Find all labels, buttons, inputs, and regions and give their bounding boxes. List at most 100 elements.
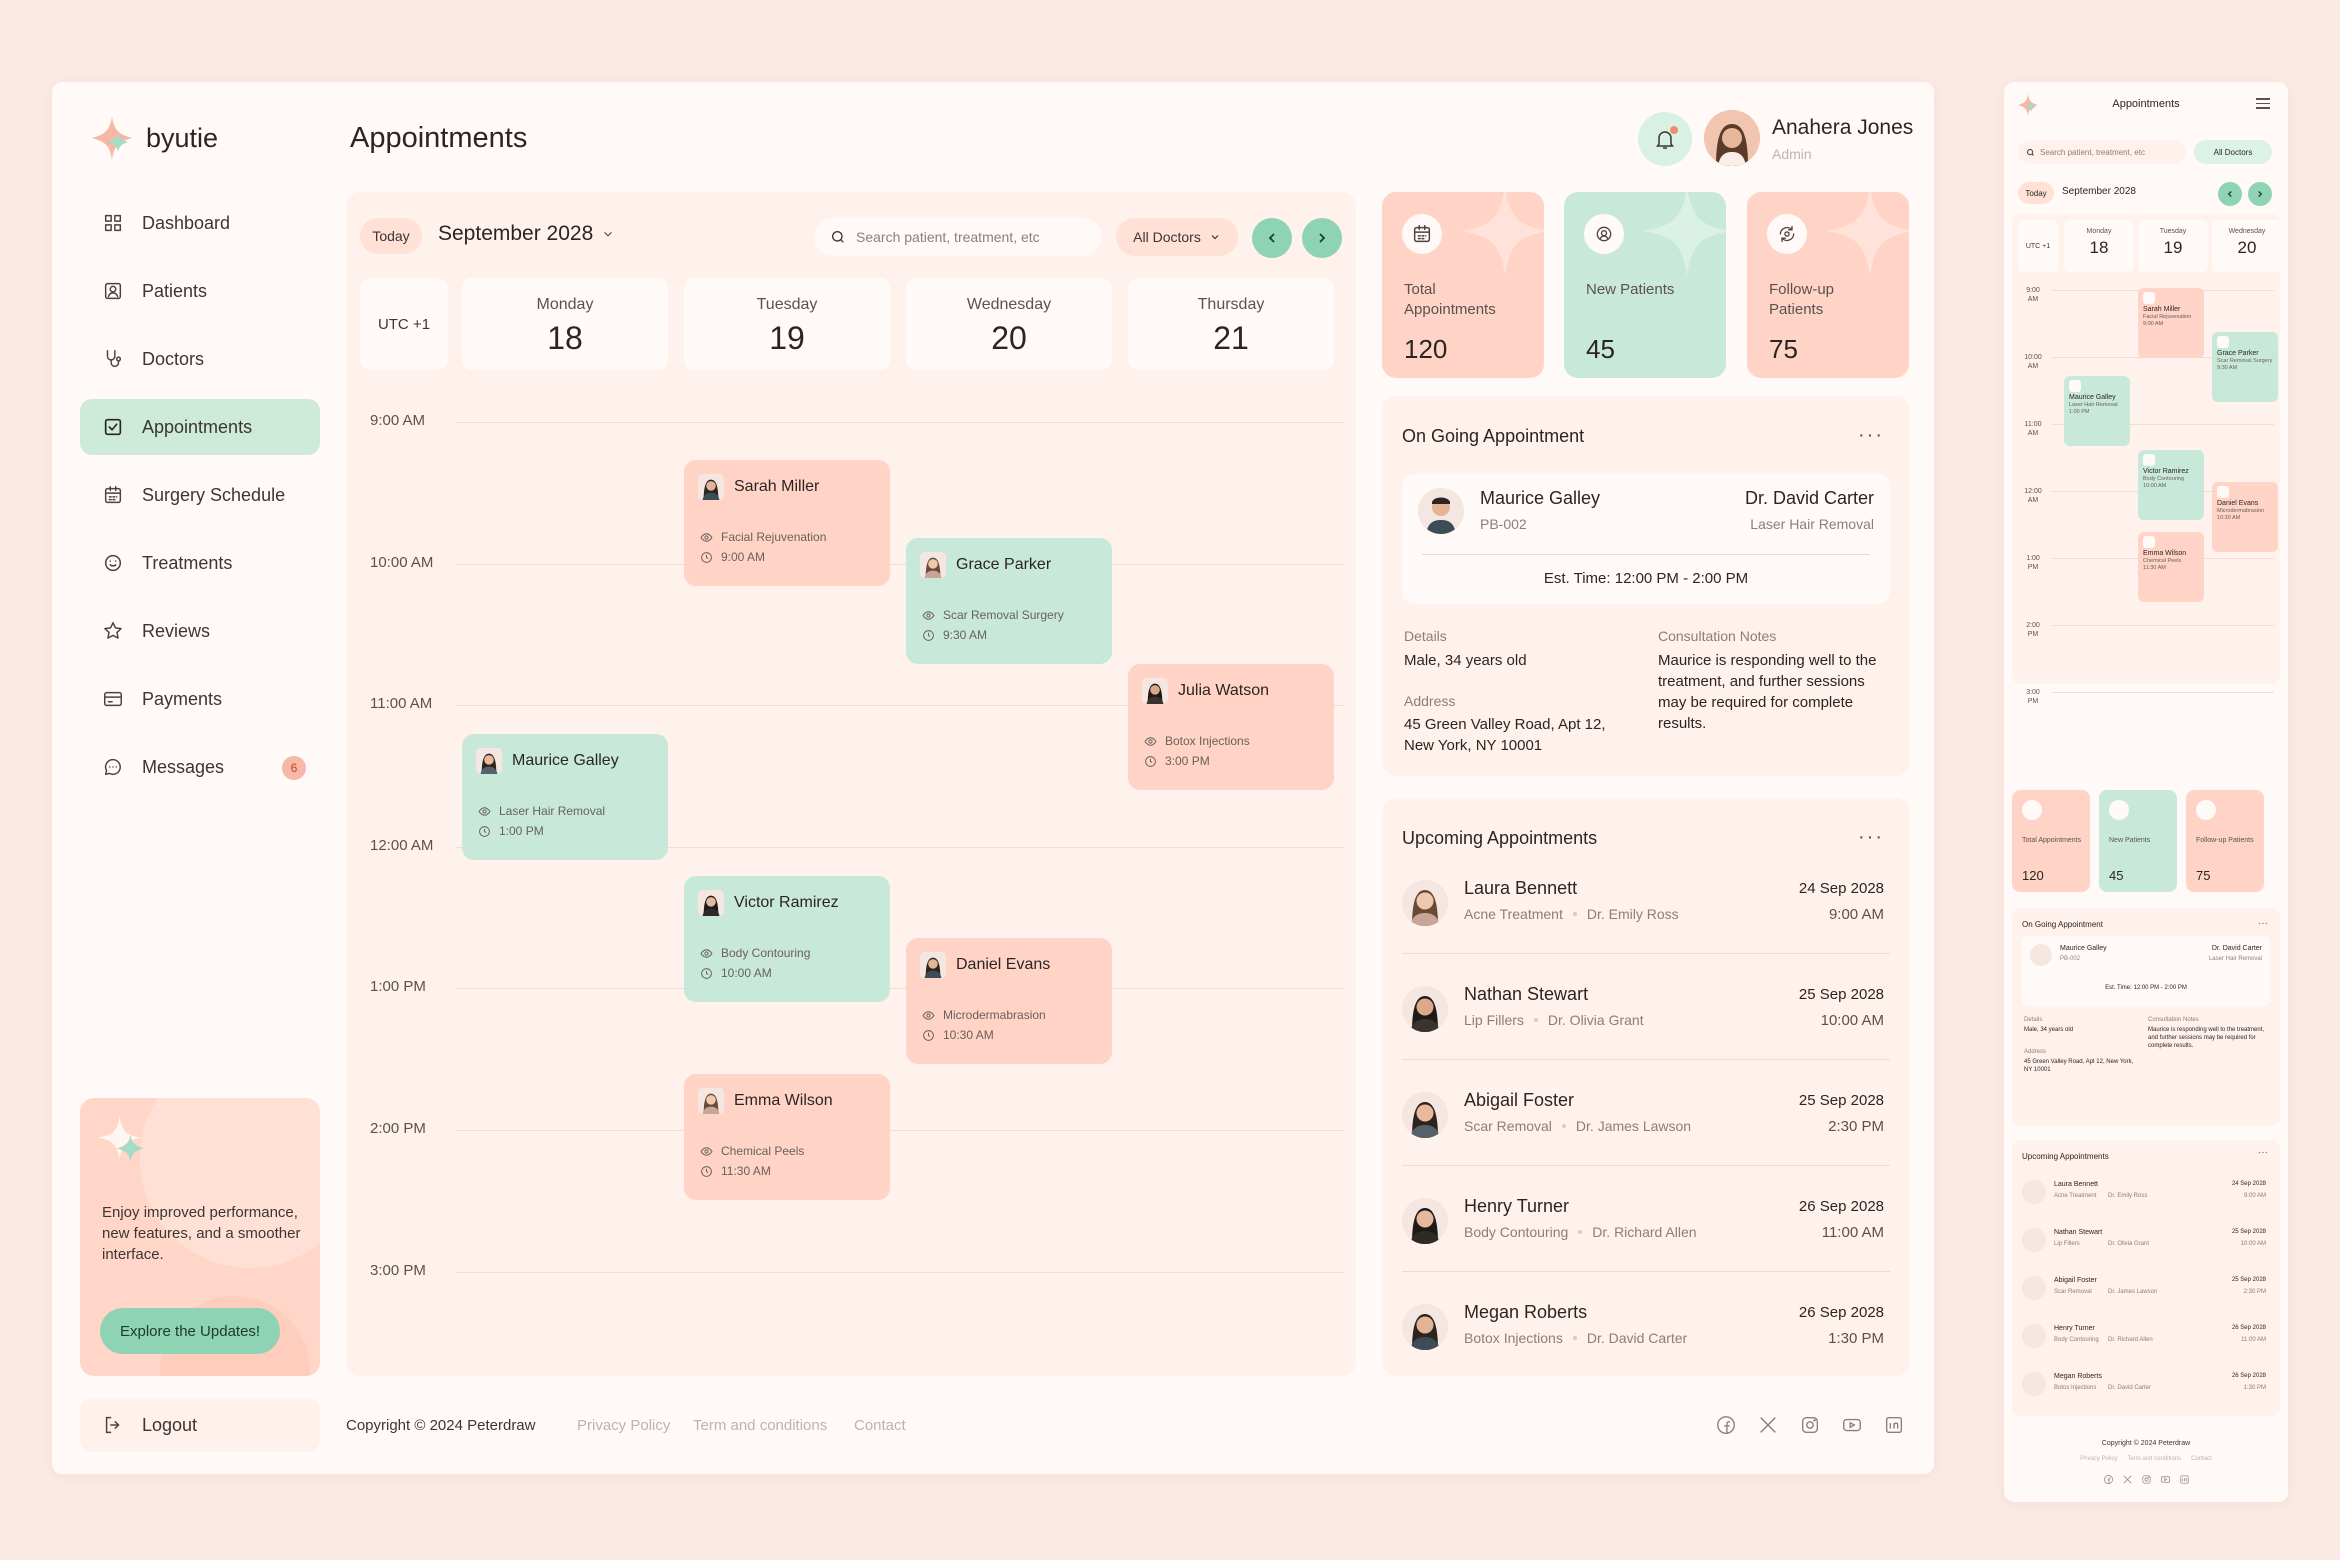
mobile-stat-card[interactable]: Follow-up Patients 75: [2186, 790, 2264, 892]
mobile-next-button[interactable]: [2248, 182, 2272, 206]
mobile-ongoing-card[interactable]: Maurice Galley PB-002 Dr. David Carter L…: [2022, 936, 2270, 1006]
sidebar-item-patients[interactable]: Patients: [80, 263, 320, 319]
appointment-card[interactable]: Victor Ramirez Body Contouring 10:00 AM: [684, 876, 890, 1002]
more-options-icon[interactable]: ···: [1858, 826, 1884, 848]
time-label: 2:00 PM: [2026, 622, 2040, 638]
today-button[interactable]: Today: [360, 218, 422, 254]
mobile-stat-card[interactable]: New Patients 45: [2099, 790, 2177, 892]
search-box[interactable]: Search patient, treatment, etc: [814, 218, 1102, 256]
mobile-appointment-card[interactable]: Maurice Galley Laser Hair Removal 1:00 P…: [2064, 376, 2130, 446]
mobile-appointment-card[interactable]: Grace Parker Scar Removal Surgery 9:30 A…: [2212, 332, 2278, 402]
privacy-policy-link[interactable]: Privacy Policy: [577, 1417, 671, 1434]
search-input[interactable]: Search patient, treatment, etc: [856, 229, 1040, 245]
appointment-card[interactable]: Sarah Miller Facial Rejuvenation 9:00 AM: [684, 460, 890, 586]
more-options-icon[interactable]: ···: [2258, 1147, 2268, 1158]
upcoming-patient: Abigail Foster: [2054, 1277, 2097, 1284]
time-row: 11:00 AM: [346, 695, 1356, 715]
instagram-icon[interactable]: [1797, 1412, 1823, 1438]
linkedin-icon[interactable]: [2179, 1474, 2190, 1485]
mobile-day-header[interactable]: Monday 18: [2064, 220, 2134, 272]
sidebar-item-dashboard[interactable]: Dashboard: [80, 195, 320, 251]
stat-card-new-patients[interactable]: New Patients 45: [1564, 192, 1726, 378]
mobile-appointment-card[interactable]: Sarah Miller Facial Rejuvenation 9:00 AM: [2138, 288, 2204, 358]
sidebar-item-messages[interactable]: Messages 6: [80, 739, 320, 795]
logo[interactable]: byutie: [92, 116, 218, 160]
page-title: Appointments: [350, 122, 528, 154]
user-avatar[interactable]: [1704, 110, 1760, 166]
month-selector[interactable]: September 2028: [438, 222, 615, 246]
mobile-month-label[interactable]: September 2028: [2062, 186, 2136, 197]
mobile-appointment-card[interactable]: Victor Ramirez Body Contouring 10:00 AM: [2138, 450, 2204, 520]
appointment-card[interactable]: Grace Parker Scar Removal Surgery 9:30 A…: [906, 538, 1112, 664]
terms-link[interactable]: Term and conditions: [2127, 1456, 2182, 1462]
mobile-stat-card[interactable]: Total Appointments 120: [2012, 790, 2090, 892]
avatar-illustration-icon: [1704, 110, 1760, 166]
mobile-upcoming-row[interactable]: Nathan Stewart Lip Fillers Dr. Olivia Gr…: [2022, 1220, 2270, 1268]
mobile-appointment-card[interactable]: Emma Wilson Chemical Peels 11:30 AM: [2138, 532, 2204, 602]
next-week-button[interactable]: [1302, 218, 1342, 258]
sidebar-item-doctors[interactable]: Doctors: [80, 331, 320, 387]
upcoming-appointment-row[interactable]: Laura Bennett Acne Treatment Dr. Emily Ro…: [1402, 870, 1890, 954]
mobile-doctor-filter[interactable]: All Doctors: [2194, 140, 2272, 164]
contact-link[interactable]: Contact: [2191, 1456, 2212, 1462]
sidebar-item-payments[interactable]: Payments: [80, 671, 320, 727]
terms-link[interactable]: Term and conditions: [693, 1417, 828, 1434]
facebook-icon[interactable]: [2103, 1474, 2114, 1485]
mobile-upcoming-row[interactable]: Megan Roberts Botox Injections Dr. David…: [2022, 1364, 2270, 1412]
mobile-upcoming-row[interactable]: Abigail Foster Scar Removal Dr. James La…: [2022, 1268, 2270, 1316]
mobile-appointment-card[interactable]: Daniel Evans Microdermabrasion 10:30 AM: [2212, 482, 2278, 552]
mobile-upcoming-row[interactable]: Laura Bennett Acne Treatment Dr. Emily R…: [2022, 1172, 2270, 1220]
upcoming-appointment-row[interactable]: Henry Turner Body Contouring Dr. Richard …: [1402, 1188, 1890, 1272]
youtube-icon[interactable]: [2160, 1474, 2171, 1485]
mobile-day-header[interactable]: Tuesday 19: [2138, 220, 2208, 272]
prev-week-button[interactable]: [1252, 218, 1292, 258]
appointment-time: 1:00 PM: [499, 824, 544, 838]
contact-link[interactable]: Contact: [854, 1417, 906, 1434]
mobile-today-button[interactable]: Today: [2018, 182, 2054, 204]
day-header-thursday[interactable]: Thursday 21: [1128, 278, 1334, 370]
upcoming-time: 9:00 AM: [1828, 906, 1884, 923]
logout-button[interactable]: Logout: [80, 1398, 320, 1452]
x-icon[interactable]: [1755, 1412, 1781, 1438]
stat-card-follow-up-patients[interactable]: Follow-up Patients 75: [1747, 192, 1909, 378]
appointment-patient: Victor Ramirez: [2143, 468, 2189, 475]
mobile-search-box[interactable]: Search patient, treatment, etc: [2018, 140, 2186, 164]
day-name: Tuesday: [756, 296, 818, 313]
appointment-treatment: Botox Injections: [1165, 734, 1250, 748]
doctor-filter-dropdown[interactable]: All Doctors: [1116, 218, 1238, 256]
instagram-icon[interactable]: [2141, 1474, 2152, 1485]
user-name[interactable]: Anahera Jones: [1772, 116, 1914, 139]
youtube-icon[interactable]: [1839, 1412, 1865, 1438]
appointment-card[interactable]: Julia Watson Botox Injections 3:00 PM: [1128, 664, 1334, 790]
hamburger-menu-icon[interactable]: [2256, 98, 2270, 112]
day-header-monday[interactable]: Monday 18: [462, 278, 668, 370]
upcoming-appointment-row[interactable]: Abigail Foster Scar Removal Dr. James Law…: [1402, 1082, 1890, 1166]
more-options-icon[interactable]: ···: [1858, 424, 1884, 446]
patient-avatar: [1402, 1092, 1448, 1138]
more-options-icon[interactable]: ···: [2258, 918, 2268, 929]
day-header-tuesday[interactable]: Tuesday 19: [684, 278, 890, 370]
privacy-policy-link[interactable]: Privacy Policy: [2080, 1456, 2118, 1462]
facebook-icon[interactable]: [1713, 1412, 1739, 1438]
ongoing-card[interactable]: Maurice Galley PB-002 Dr. David Carter L…: [1402, 474, 1890, 604]
linkedin-icon[interactable]: [1881, 1412, 1907, 1438]
appointment-card[interactable]: Maurice Galley Laser Hair Removal 1:00 P…: [462, 734, 668, 860]
mobile-day-header[interactable]: Wednesday 20: [2212, 220, 2282, 272]
upcoming-appointment-row[interactable]: Nathan Stewart Lip Fillers Dr. Olivia Gra…: [1402, 976, 1890, 1060]
notifications-button[interactable]: [1638, 112, 1692, 166]
mobile-prev-button[interactable]: [2218, 182, 2242, 206]
explore-updates-button[interactable]: Explore the Updates!: [100, 1308, 281, 1354]
x-icon[interactable]: [2122, 1474, 2133, 1485]
appointment-card[interactable]: Emma Wilson Chemical Peels 11:30 AM: [684, 1074, 890, 1200]
sidebar-item-surgery-schedule[interactable]: Surgery Schedule: [80, 467, 320, 523]
stat-card-total-appointments[interactable]: Total Appointments 120: [1382, 192, 1544, 378]
mobile-search-input[interactable]: Search patient, treatment, etc: [2040, 147, 2145, 157]
mobile-upcoming-row[interactable]: Henry Turner Body Contouring Dr. Richard…: [2022, 1316, 2270, 1364]
appointment-card[interactable]: Daniel Evans Microdermabrasion 10:30 AM: [906, 938, 1112, 1064]
upcoming-appointment-row[interactable]: Megan Roberts Botox Injections Dr. David …: [1402, 1294, 1890, 1378]
appointment-treatment: Body Contouring: [721, 946, 811, 960]
sidebar-item-treatments[interactable]: Treatments: [80, 535, 320, 591]
sidebar-item-appointments[interactable]: Appointments: [80, 399, 320, 455]
day-header-wednesday[interactable]: Wednesday 20: [906, 278, 1112, 370]
sidebar-item-reviews[interactable]: Reviews: [80, 603, 320, 659]
